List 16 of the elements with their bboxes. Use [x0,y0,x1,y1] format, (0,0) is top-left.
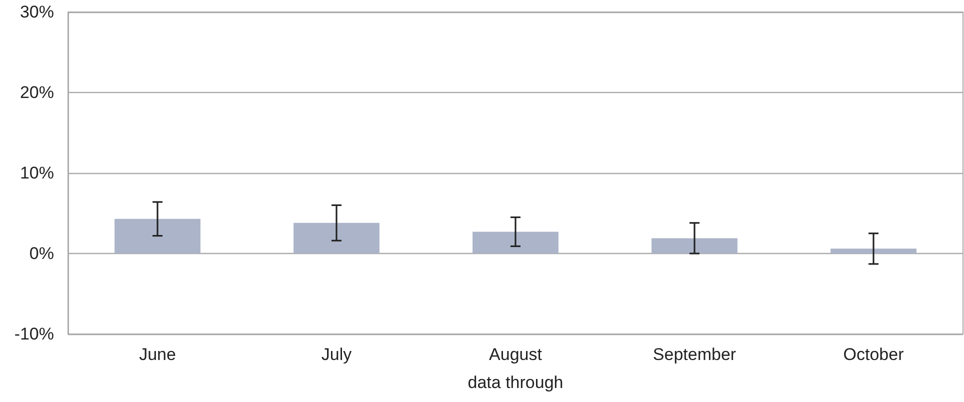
x-tick-label: August [489,345,542,364]
bar [294,222,380,254]
y-tick-label: 10% [20,164,54,182]
bar [114,218,200,254]
y-tick-label: 20% [20,83,54,102]
y-tick-label: -10% [14,324,54,344]
bar [472,232,558,254]
bar [830,248,916,254]
y-tick-label: 0% [29,244,54,263]
x-tick-label: October [843,345,904,364]
x-tick-label: September [652,345,736,364]
x-axis-title: data through [468,373,564,392]
bar [652,238,738,254]
x-tick-label: June [139,345,176,364]
y-tick-label: 30% [20,2,54,22]
x-tick-label: July [321,345,352,364]
